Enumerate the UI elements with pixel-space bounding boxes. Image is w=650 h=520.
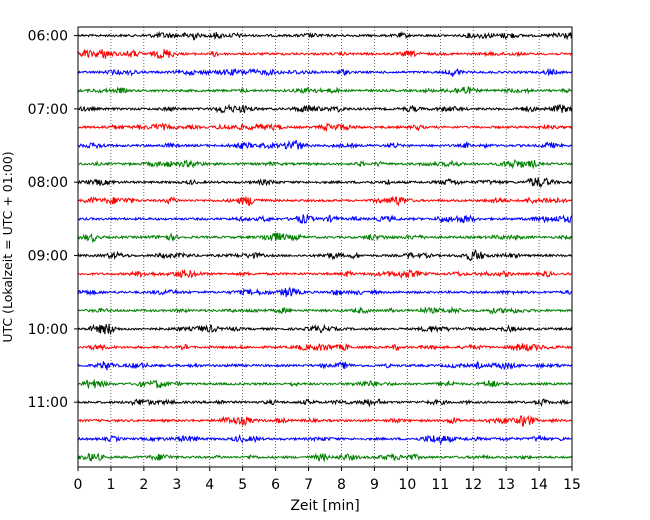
y-axis-label: UTC (Lokalzeit = UTC + 01:00)	[0, 151, 15, 342]
x-tick-label: 14	[530, 477, 548, 493]
trace-0845	[77, 232, 573, 244]
trace-layer	[77, 30, 573, 463]
trace-1100	[77, 398, 573, 408]
x-tick-label: 1	[106, 477, 115, 493]
plot-frame	[77, 26, 573, 468]
trace-0830	[77, 214, 573, 224]
trace-0615	[77, 48, 573, 60]
grid-layer	[110, 27, 540, 467]
trace-0915	[77, 268, 573, 280]
x-tick-label: 11	[431, 477, 449, 493]
trace-0945	[77, 305, 573, 316]
x-tick-label: 9	[370, 477, 379, 493]
trace-0600	[77, 30, 573, 41]
trace-0930	[77, 286, 573, 298]
x-tick-label: 10	[398, 477, 416, 493]
trace-0815	[77, 195, 573, 207]
x-tick-label: 3	[172, 477, 181, 493]
y-tick-label: 11:00	[28, 395, 68, 411]
x-tick-label: 13	[497, 477, 515, 493]
y-tick-label: 07:00	[28, 102, 68, 118]
trace-1030	[77, 360, 573, 371]
x-tick-label: 2	[139, 477, 148, 493]
trace-1015	[77, 343, 573, 352]
y-axis-ticks: 06:00 07:00 08:00 09:00 10:00 11:00	[28, 29, 78, 411]
trace-0900	[77, 248, 573, 262]
trace-0630	[77, 67, 573, 77]
y-tick-label: 10:00	[28, 322, 68, 338]
trace-0800	[77, 177, 573, 189]
x-tick-label: 8	[337, 477, 346, 493]
trace-1045	[77, 379, 573, 390]
x-tick-label: 7	[304, 477, 313, 493]
x-tick-label: 0	[74, 477, 83, 493]
trace-1000	[77, 323, 573, 336]
x-tick-label: 5	[238, 477, 247, 493]
x-tick-label: 12	[464, 477, 482, 493]
trace-1145	[77, 452, 573, 463]
x-tick-label: 4	[205, 477, 214, 493]
x-axis-label: Zeit [min]	[290, 498, 359, 514]
y-tick-label: 09:00	[28, 249, 68, 265]
y-tick-label: 06:00	[28, 29, 68, 45]
x-tick-label: 15	[563, 477, 581, 493]
y-tick-label: 08:00	[28, 175, 68, 191]
trace-0700	[77, 103, 573, 114]
trace-1115	[77, 414, 573, 428]
trace-0730	[77, 139, 573, 150]
x-axis-ticks: 0 1 2 3 4 5 6 7 8 9 10 11 12 13 14 15	[74, 467, 581, 493]
trace-0745	[77, 159, 573, 170]
trace-1130	[77, 433, 573, 445]
x-tick-label: 6	[271, 477, 280, 493]
trace-0645	[77, 85, 573, 95]
trace-0715	[77, 122, 573, 132]
